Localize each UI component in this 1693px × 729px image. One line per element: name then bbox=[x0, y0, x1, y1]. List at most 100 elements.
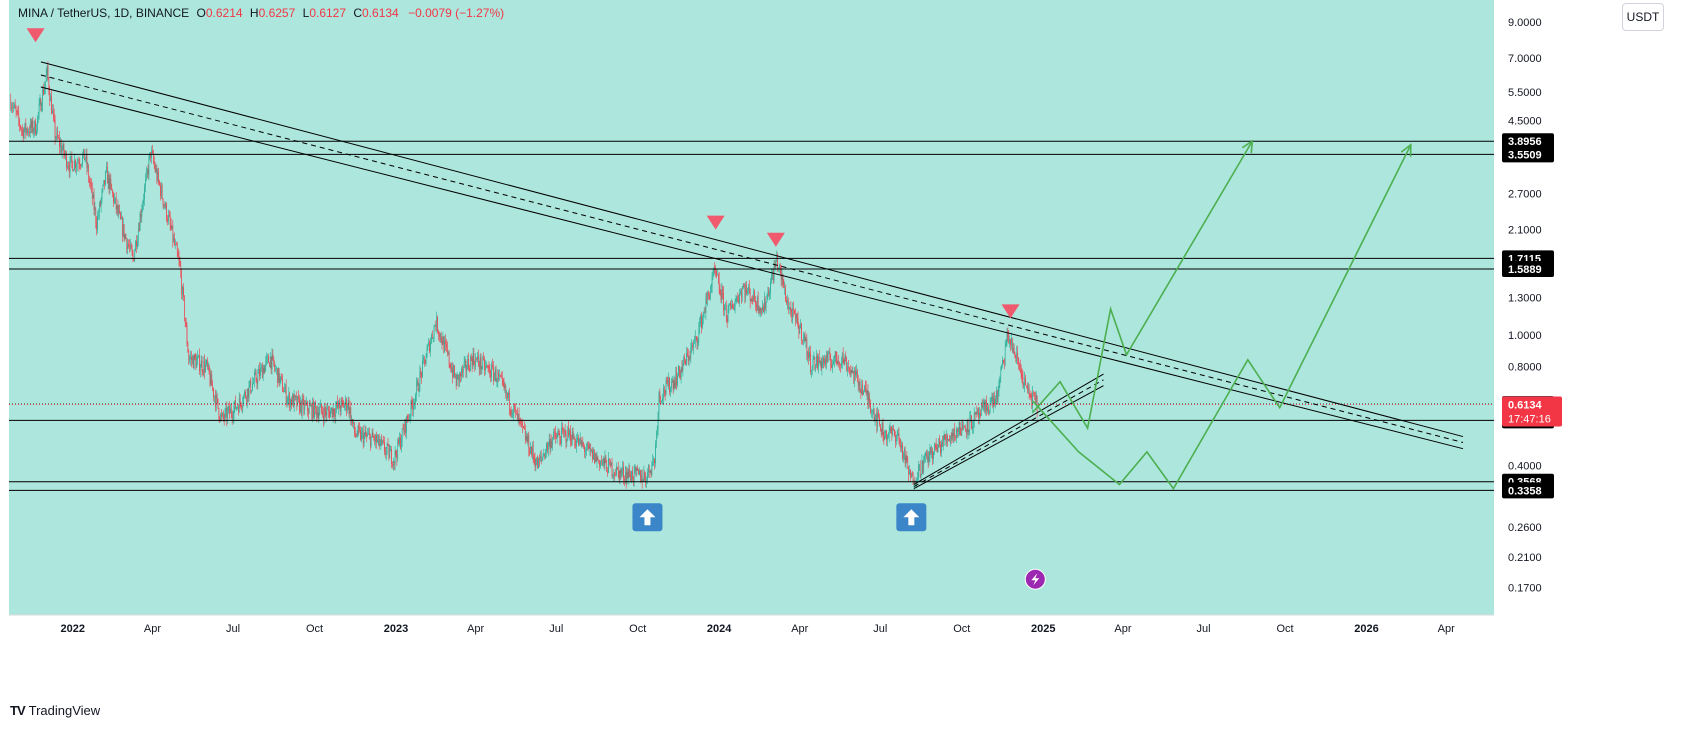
candle-body bbox=[92, 194, 94, 199]
candle-body bbox=[660, 397, 662, 402]
candle-body bbox=[74, 160, 75, 170]
tradingview-branding[interactable]: TV TradingView bbox=[10, 703, 100, 718]
candle-body bbox=[425, 357, 427, 364]
price-chart[interactable]: 9.0000 7.0000 5.5000 4.5000 2.7000 2.1000 1.30… bbox=[9, 0, 1684, 693]
candle-body bbox=[271, 354, 273, 369]
candle-body bbox=[352, 418, 353, 424]
candle-body bbox=[482, 357, 484, 368]
candle-body bbox=[847, 366, 848, 371]
open-value: 0.6214 bbox=[205, 6, 243, 20]
current-price-tag[interactable]: 0.6134 17:47:16 bbox=[1502, 396, 1562, 427]
time-axis-background[interactable] bbox=[9, 615, 1494, 693]
candle-body bbox=[983, 401, 985, 407]
candle-body bbox=[199, 355, 200, 372]
candle-body bbox=[754, 290, 755, 301]
candle-body bbox=[872, 411, 873, 412]
sell-arrow-marker-icon[interactable] bbox=[26, 28, 45, 43]
plot-background[interactable] bbox=[9, 0, 1494, 615]
candle-body bbox=[945, 438, 947, 442]
candle-body bbox=[889, 427, 891, 431]
level-price-tag[interactable]: 1.5889 bbox=[1502, 260, 1554, 277]
candle-body bbox=[386, 443, 388, 450]
candle-body bbox=[830, 359, 832, 364]
candle-body bbox=[671, 380, 673, 382]
candle-body bbox=[873, 409, 875, 421]
candle-body bbox=[585, 451, 586, 452]
candle-body bbox=[257, 373, 259, 384]
candle-body bbox=[420, 371, 422, 373]
candle-body bbox=[106, 166, 108, 184]
price-axis-background[interactable] bbox=[1494, 0, 1684, 693]
candle-body bbox=[736, 297, 738, 299]
level-price-tag[interactable]: 3.8956 bbox=[1502, 133, 1554, 150]
candle-body bbox=[1021, 373, 1023, 377]
y-tick-label: 0.8000 bbox=[1508, 362, 1542, 374]
level-price-tag[interactable]: 0.3358 bbox=[1502, 482, 1554, 499]
currency-unit-button[interactable]: USDT bbox=[1622, 3, 1664, 31]
candle-body bbox=[641, 474, 643, 483]
candle-body bbox=[75, 165, 77, 169]
sell-arrow-marker-icon[interactable] bbox=[706, 215, 725, 230]
candle-body bbox=[342, 400, 344, 403]
candle-body bbox=[159, 180, 160, 185]
candle-body bbox=[369, 434, 371, 447]
candle-body bbox=[846, 360, 848, 371]
candle-body bbox=[472, 353, 474, 367]
projection-path-2[interactable] bbox=[1032, 144, 1412, 491]
candle-body bbox=[936, 448, 938, 453]
candle-body bbox=[534, 459, 536, 467]
candle-body bbox=[514, 404, 515, 409]
candle-body bbox=[357, 426, 359, 436]
sell-arrow-marker-icon[interactable] bbox=[1001, 304, 1020, 319]
candle-body bbox=[704, 312, 706, 314]
candle-body bbox=[168, 215, 169, 222]
ascending-channel-mid[interactable] bbox=[913, 379, 1104, 487]
candle-body bbox=[313, 401, 314, 418]
candle-body bbox=[195, 358, 197, 368]
candle-body bbox=[441, 340, 443, 345]
chart-panel[interactable]: 9.0000 7.0000 5.5000 4.5000 2.7000 2.1000 1.30… bbox=[9, 0, 1684, 693]
candle-body bbox=[450, 366, 452, 372]
candle-body bbox=[380, 438, 382, 445]
candle-body bbox=[274, 364, 275, 369]
ascending-channel-top[interactable] bbox=[913, 373, 1104, 485]
candle-body bbox=[318, 412, 320, 419]
candle-body bbox=[581, 442, 583, 446]
candle-body bbox=[508, 392, 509, 398]
candle-body bbox=[953, 428, 955, 437]
candle-body bbox=[166, 203, 167, 220]
candle-body bbox=[480, 357, 482, 369]
projection-path-1-arrowhead-icon bbox=[1241, 139, 1254, 154]
sell-arrow-marker-icon[interactable] bbox=[766, 232, 785, 247]
candle-body bbox=[1025, 377, 1026, 386]
candle-body bbox=[438, 332, 439, 335]
candle-body bbox=[807, 351, 809, 357]
candle-body bbox=[269, 362, 270, 367]
candle-body bbox=[547, 443, 549, 451]
descending-channel-bottom[interactable] bbox=[40, 86, 1464, 450]
candle-body bbox=[133, 258, 135, 261]
candle-body bbox=[96, 222, 97, 230]
level-price-tag[interactable]: 3.5509 bbox=[1502, 146, 1554, 163]
candle-body bbox=[918, 464, 920, 466]
candle-body bbox=[82, 155, 83, 165]
candle-body bbox=[611, 462, 613, 476]
projection-path-1[interactable] bbox=[1032, 140, 1253, 431]
candle-body bbox=[659, 392, 661, 398]
candle-body bbox=[539, 458, 540, 461]
candle-body bbox=[11, 107, 12, 109]
descending-channel-top[interactable] bbox=[40, 61, 1464, 438]
candle-body bbox=[707, 292, 708, 299]
candle-body bbox=[487, 366, 489, 367]
descending-channel-mid[interactable] bbox=[40, 74, 1464, 443]
candle-body bbox=[982, 406, 984, 408]
candle-body bbox=[298, 396, 299, 399]
candle-body bbox=[211, 374, 213, 386]
candle-body bbox=[256, 380, 258, 384]
x-tick-label: Jul bbox=[226, 623, 240, 635]
symbol-name[interactable]: MINA / TetherUS, 1D, BINANCE bbox=[18, 6, 190, 20]
tradingview-logo-icon: TV bbox=[10, 703, 26, 718]
candle-body bbox=[755, 301, 756, 305]
candle-body bbox=[55, 137, 57, 139]
candle-body bbox=[772, 273, 774, 281]
